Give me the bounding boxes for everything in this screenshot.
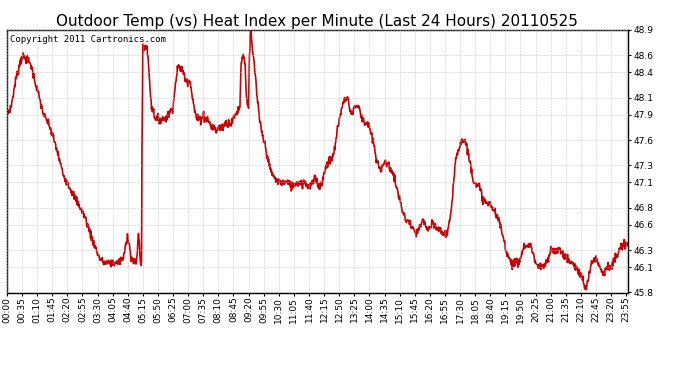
Text: Copyright 2011 Cartronics.com: Copyright 2011 Cartronics.com [10,35,166,44]
Title: Outdoor Temp (vs) Heat Index per Minute (Last 24 Hours) 20110525: Outdoor Temp (vs) Heat Index per Minute … [57,14,578,29]
